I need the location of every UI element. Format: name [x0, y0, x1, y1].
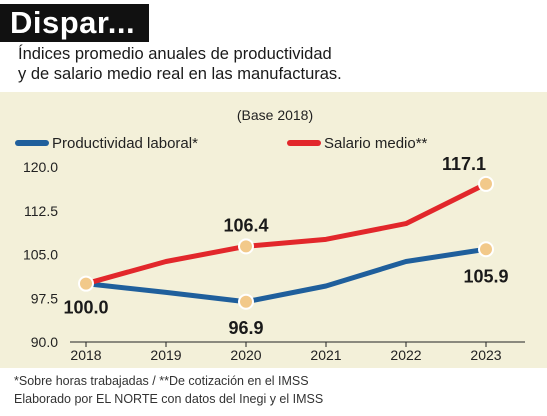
- data-label: 100.0: [63, 298, 108, 318]
- legend-label-productividad: Productividad laboral*: [52, 135, 198, 152]
- footer: *Sobre horas trabajadas / **De cotizació…: [0, 368, 547, 416]
- series-line-salario: [83, 181, 489, 287]
- x-tick-label: 2022: [390, 347, 421, 363]
- x-axis: 2018 2019 2020 2021 2022 2023: [70, 342, 502, 363]
- y-tick-label: 112.5: [24, 203, 58, 219]
- marker-productividad: [478, 241, 494, 258]
- subtitle-line-1: Índices promedio anuales de productivida…: [18, 45, 332, 63]
- x-tick-label: 2018: [70, 347, 101, 363]
- line-chart: (Base 2018) Productividad laboral* Salar…: [15, 107, 525, 363]
- x-tick-label: 2023: [470, 347, 501, 363]
- data-label: 117.1: [442, 154, 486, 174]
- subtitle-line-2: y de salario medio real en las manufactu…: [18, 65, 342, 83]
- subtitle: Índices promedio anuales de productivida…: [18, 44, 528, 84]
- chart-subtitle: (Base 2018): [237, 107, 313, 123]
- y-tick-label: 120.0: [23, 159, 58, 175]
- y-axis: 120.0 112.5 105.0 97.5 90.0: [23, 159, 58, 350]
- y-tick-label: 97.5: [31, 290, 58, 306]
- markers: [78, 175, 494, 310]
- marker-salario: [478, 175, 494, 192]
- data-label: 105.9: [463, 266, 508, 286]
- page-title: Dispar...: [10, 5, 136, 40]
- data-label: 106.4: [223, 215, 268, 235]
- x-tick-label: 2019: [150, 347, 181, 363]
- series-lines: [83, 181, 489, 305]
- source-note: Elaborado por EL NORTE con datos del Ine…: [14, 392, 324, 406]
- marker-productividad: [238, 293, 254, 310]
- x-tick-label: 2021: [310, 347, 341, 363]
- y-tick-label: 90.0: [31, 334, 58, 350]
- header: Dispar... Índices promedio anuales de pr…: [0, 0, 547, 92]
- title-bar: Dispar...: [0, 4, 150, 42]
- data-labels: 100.0 96.9 105.9 106.4 117.1: [63, 154, 508, 338]
- footnote: *Sobre horas trabajadas / **De cotizació…: [14, 374, 309, 388]
- x-tick-label: 2020: [230, 347, 261, 363]
- legend-label-salario: Salario medio**: [324, 135, 428, 152]
- marker-productividad: [78, 275, 94, 292]
- data-label: 96.9: [228, 318, 263, 338]
- y-tick-label: 105.0: [23, 247, 58, 263]
- marker-salario: [238, 238, 254, 255]
- series-line-productividad: [83, 246, 489, 305]
